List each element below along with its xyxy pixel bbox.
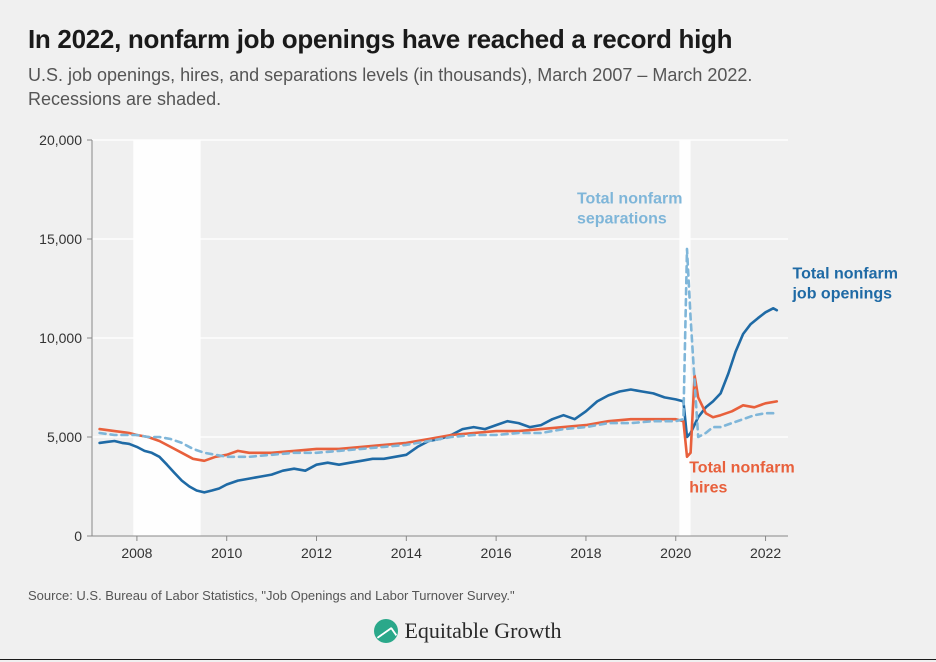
series-line-total-nonfarm-hires — [100, 375, 777, 460]
series-label: Total nonfarmjob openings — [791, 265, 897, 302]
xtick-label: 2018 — [570, 545, 601, 561]
chart-source: Source: U.S. Bureau of Labor Statistics,… — [28, 588, 908, 603]
xtick-label: 2022 — [750, 545, 781, 561]
brand-label: Equitable Growth — [404, 618, 561, 644]
ytick-label: 5,000 — [47, 429, 82, 445]
brand-logo-icon — [374, 619, 398, 643]
ytick-label: 10,000 — [39, 330, 82, 346]
footer: Equitable Growth — [0, 618, 936, 648]
series-line-total-nonfarm-job-openings — [100, 308, 777, 492]
series-label: Total nonfarmhires — [689, 459, 794, 496]
xtick-label: 2008 — [121, 545, 152, 561]
chart-plot-area: 0 5,000 10,000 15,000 20,000 2008 2010 2012 2014… — [28, 130, 908, 570]
ytick-label: 0 — [74, 528, 82, 544]
ytick-label: 20,000 — [39, 132, 82, 148]
chart-svg: 0 5,000 10,000 15,000 20,000 2008 2010 2012 2014… — [28, 130, 908, 570]
bottom-divider — [0, 659, 936, 660]
chart-title: In 2022, nonfarm job openings have reach… — [28, 24, 908, 55]
xtick-label: 2010 — [211, 545, 242, 561]
chart-subtitle: U.S. job openings, hires, and separation… — [28, 63, 848, 112]
xtick-label: 2012 — [301, 545, 332, 561]
xtick-label: 2014 — [391, 545, 422, 561]
ytick-label: 15,000 — [39, 231, 82, 247]
brand: Equitable Growth — [374, 618, 561, 644]
xtick-label: 2016 — [481, 545, 512, 561]
xtick-label: 2020 — [660, 545, 691, 561]
series-label: Total nonfarmseparations — [577, 190, 682, 227]
series-line-total-nonfarm-separations — [100, 248, 777, 456]
